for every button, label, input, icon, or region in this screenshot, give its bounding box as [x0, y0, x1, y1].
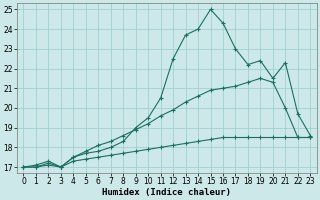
X-axis label: Humidex (Indice chaleur): Humidex (Indice chaleur)	[102, 188, 231, 197]
